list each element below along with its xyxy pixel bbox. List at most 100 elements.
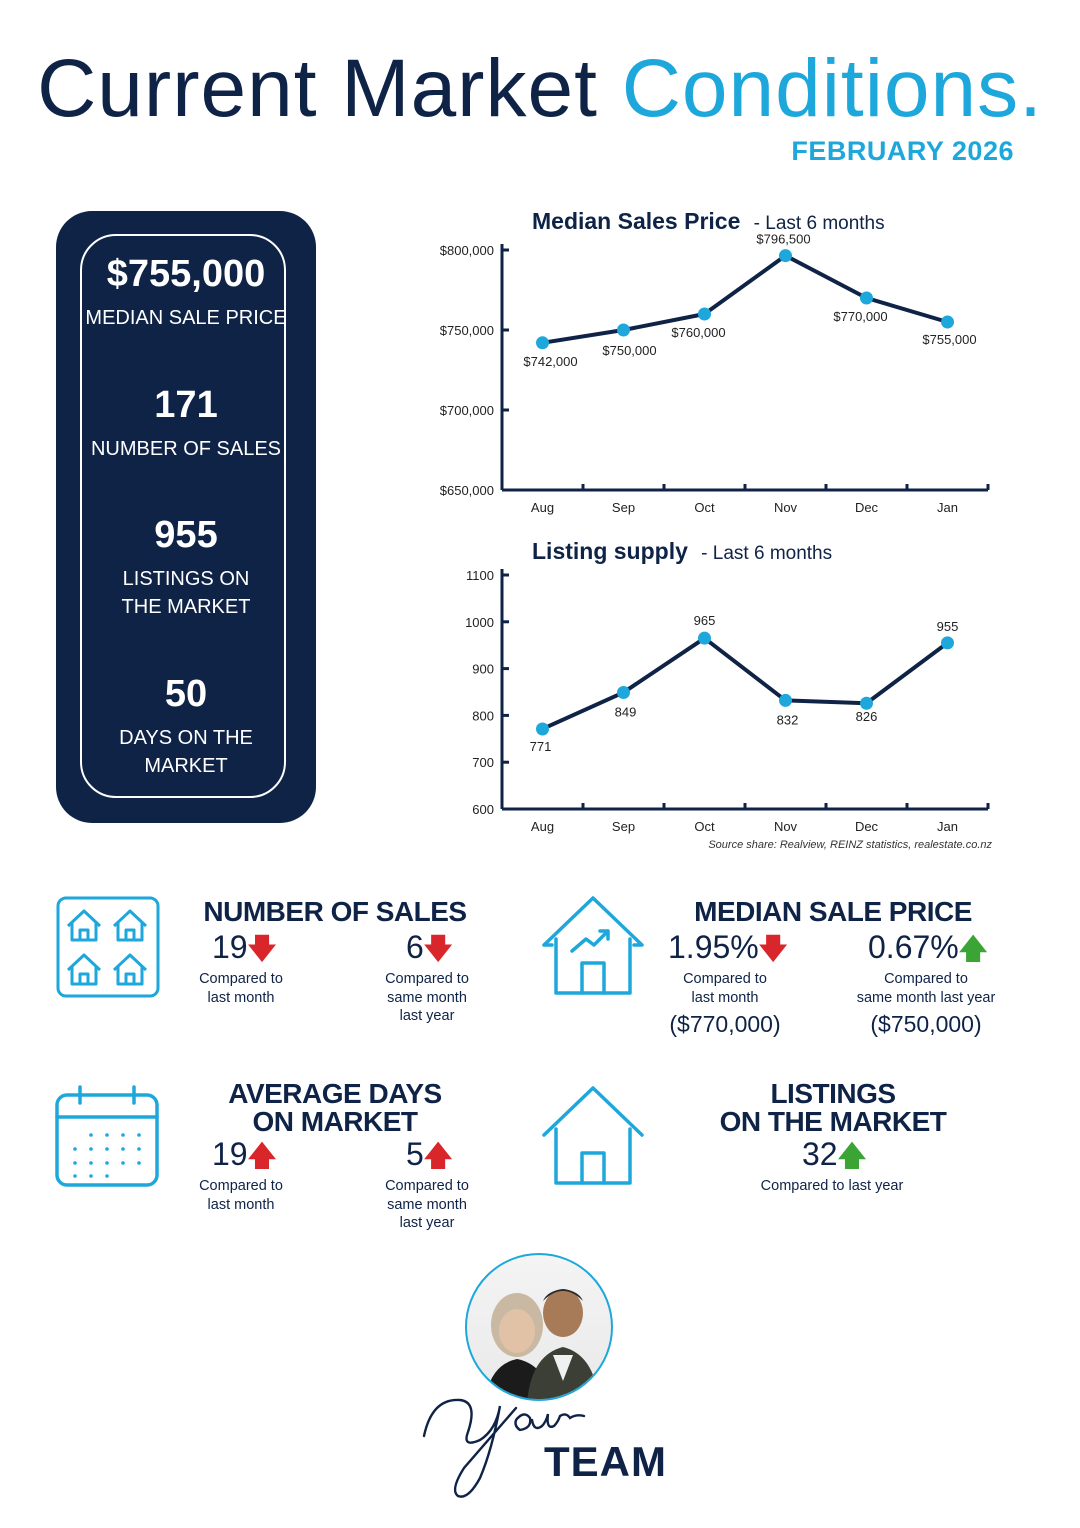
caption-line: same month last year	[856, 989, 996, 1006]
x-tick-label: Nov	[774, 819, 798, 834]
price-year-value: 0.67%	[868, 929, 959, 965]
caption-line: Compared to	[199, 1178, 283, 1194]
caption-line: Compared to	[884, 971, 968, 987]
stat-value: 955	[154, 514, 218, 556]
stat-value: 171	[154, 384, 218, 426]
your-script-logo	[422, 1398, 586, 1498]
data-label: $760,000	[671, 325, 725, 340]
y-tick-label: 600	[472, 802, 494, 817]
y-tick-label: 900	[472, 662, 494, 677]
listings-year-caption: Compared to last year	[760, 1178, 904, 1194]
series-line	[542, 253, 949, 345]
price-year-previous: ($750,000)	[870, 1011, 982, 1037]
x-tick-label: Aug	[531, 500, 554, 515]
data-label: $796,500	[756, 232, 810, 247]
team-word: TEAM	[544, 1438, 667, 1485]
caption-line: Compared to	[199, 971, 283, 987]
sales-month-change: 19🡇	[212, 928, 276, 976]
x-tick-label: Dec	[855, 819, 879, 834]
y-tick-label: 800	[472, 708, 494, 723]
arrow-up-icon: 🡅	[247, 1140, 277, 1171]
listings-block-title: LISTINGS ON THE MARKET	[700, 1080, 966, 1136]
sales-year-value: 6	[406, 929, 424, 965]
calendar-icon	[55, 1085, 159, 1187]
x-tick-label: Oct	[694, 819, 715, 834]
y-tick-label: $650,000	[440, 483, 494, 498]
arrow-up-icon: 🡅	[958, 933, 988, 964]
data-point	[860, 291, 873, 305]
listings-year-value: 32	[802, 1136, 838, 1172]
data-label: 965	[694, 613, 716, 628]
sales-month-value: 19	[212, 929, 248, 965]
data-label: 955	[937, 619, 959, 634]
arrow-down-icon: 🡇	[758, 933, 788, 964]
series-line	[541, 636, 949, 731]
stat-value: $755,000	[106, 253, 266, 295]
stat-days: 50 DAYS ON THE MARKET	[56, 672, 316, 780]
caption-line: last year	[399, 1215, 455, 1231]
chart-subtitle-text: - Last 6 months	[754, 213, 885, 234]
y-tick-label: $750,000	[440, 323, 494, 338]
stat-label: MEDIAN SALE PRICE	[85, 307, 287, 329]
caption-line: same month	[387, 1196, 467, 1213]
days-month-change: 19🡅	[212, 1135, 276, 1183]
data-point	[617, 323, 630, 337]
summary-card	[56, 211, 316, 823]
team-photo	[465, 1253, 613, 1401]
price-year-caption: Compared to same month last year	[846, 970, 1006, 1007]
house-icon	[542, 1086, 644, 1185]
x-tick-label: Sep	[612, 500, 635, 515]
caption-line: Compared to	[385, 971, 469, 987]
sales-year-caption: Compared to same month last year	[372, 970, 482, 1026]
price-month-caption: Compared to last month	[670, 970, 780, 1007]
stat-label: LISTINGS ON THE MARKET	[121, 568, 251, 618]
arrow-down-icon: 🡇	[423, 933, 453, 964]
days-year-change: 5🡅	[406, 1135, 453, 1183]
data-point	[617, 685, 630, 699]
data-point	[941, 636, 954, 650]
x-tick-label: Jan	[937, 500, 958, 515]
stat-label: NUMBER OF SALES	[90, 438, 282, 460]
price-month-previous: ($770,000)	[669, 1011, 781, 1037]
price-block-title: MEDIAN SALE PRICE	[694, 896, 972, 927]
data-point	[536, 722, 549, 736]
title-line: ON MARKET	[252, 1106, 418, 1137]
days-month-caption: Compared to last month	[186, 1177, 296, 1214]
title-line: AVERAGE DAYS	[228, 1078, 442, 1109]
caption-line: last month	[207, 1196, 275, 1213]
title-line: LISTINGS	[770, 1078, 896, 1109]
listings-year-change: 32🡅	[802, 1135, 866, 1183]
chart-subtitle-text: - Last 6 months	[701, 543, 832, 564]
median-price-chart: Median Sales Price - Last 6 months $650,0…	[440, 208, 990, 515]
data-label: $742,000	[523, 354, 577, 369]
house-trend-icon	[542, 896, 644, 995]
title-line: ON THE MARKET	[719, 1106, 947, 1137]
data-label: 826	[856, 709, 878, 724]
data-label: 849	[615, 704, 637, 719]
price-year-change: 0.67%🡅	[868, 928, 988, 976]
days-month-value: 19	[212, 1136, 248, 1172]
data-label: $755,000	[922, 332, 976, 347]
sales-month-caption: Compared to last month	[186, 970, 296, 1007]
team-portrait-illustration	[485, 1289, 599, 1399]
caption-line: last year	[399, 1008, 455, 1024]
page-title: Current Market Conditions.	[0, 42, 1080, 136]
price-month-change: 1.95%🡇	[668, 928, 788, 976]
y-tick-label: 1100	[466, 568, 494, 583]
data-point	[698, 631, 711, 645]
data-label: 771	[530, 739, 552, 754]
data-point	[779, 249, 792, 263]
caption-line: last month	[691, 989, 759, 1006]
title-part-1: Current Market	[37, 43, 598, 134]
data-point	[779, 693, 792, 707]
data-point	[698, 307, 711, 321]
arrow-down-icon: 🡇	[247, 933, 277, 964]
source-note: Source share: Realview, REINZ statistics…	[708, 839, 992, 851]
price-month-value: 1.95%	[668, 929, 759, 965]
y-tick-label: 700	[472, 755, 494, 770]
caption-line: Compared to	[683, 971, 767, 987]
stat-median-price: $755,000 MEDIAN SALE PRICE	[56, 252, 316, 332]
data-label: 832	[777, 712, 799, 727]
y-tick-label: 1000	[465, 615, 494, 630]
y-tick-label: $800,000	[440, 243, 494, 258]
